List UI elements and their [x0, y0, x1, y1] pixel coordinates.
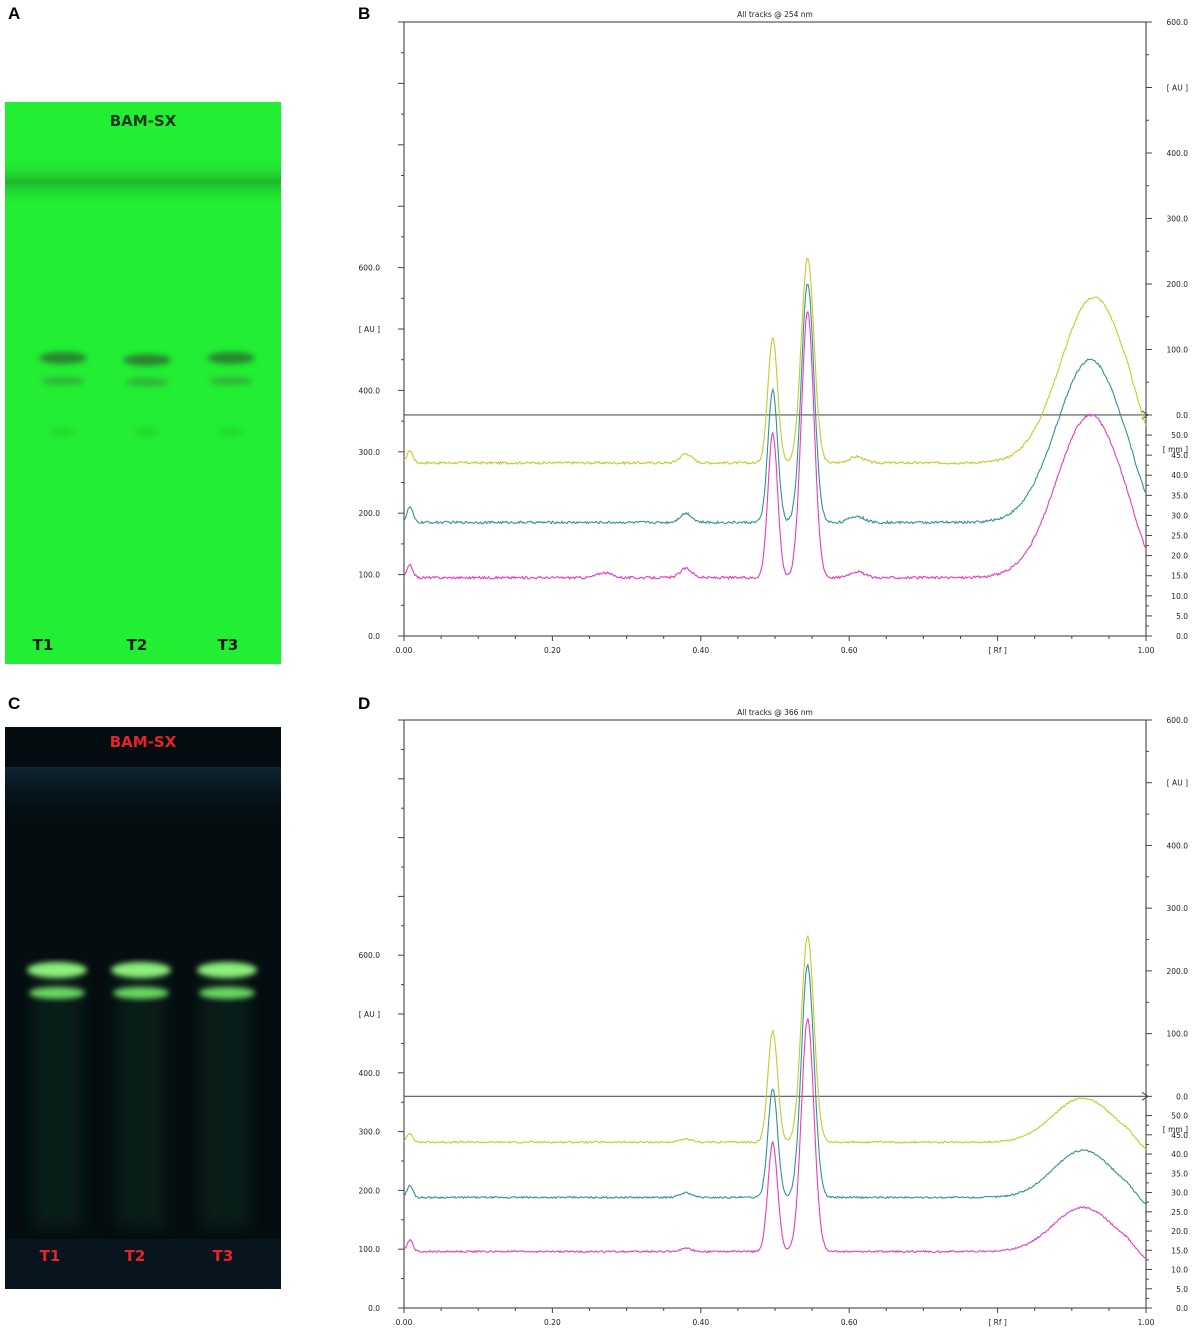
series-line-track-2 [403, 283, 1147, 525]
y2-lower-tick-label: 35.0 [1171, 491, 1188, 500]
y2-lower-tick-label: 35.0 [1171, 1169, 1188, 1178]
y2-upper-tick-label: 600.0 [1167, 18, 1189, 27]
panel-letter-d: D [358, 694, 371, 713]
plate-a-spots [39, 352, 255, 436]
y2-upper-tick-label: 100.0 [1167, 1030, 1189, 1039]
x-tick-label: 1.00 [1138, 646, 1155, 655]
y2-upper-tick-label: 400.0 [1167, 149, 1189, 158]
chart-title: All tracks @ 254 nm [737, 10, 813, 19]
plate-c-lane-t3: T3 [212, 1247, 234, 1265]
lane-trails [33, 977, 249, 1227]
solvent-front-glow [5, 767, 281, 827]
y-tick-label: 600.0 [359, 264, 381, 273]
y-tick-label: 200.0 [359, 1186, 381, 1195]
y-tick-label: 100.0 [359, 571, 381, 580]
plate-a-lane-t1: T1 [32, 636, 54, 654]
plate-c-spots [27, 962, 257, 999]
y2-upper-tick-label: 400.0 [1167, 841, 1189, 850]
y2-lower-tick-label: 45.0 [1171, 451, 1188, 460]
x-tick-label: 0.20 [544, 1318, 561, 1327]
y-tick-label: 600.0 [359, 951, 381, 960]
panel-letter-a: A [8, 4, 21, 23]
series-line-track-3 [403, 1017, 1147, 1260]
y-tick-label: 300.0 [359, 448, 381, 457]
x-tick-label: 0.20 [544, 646, 561, 655]
plate-a-title: BAM-SX [109, 112, 177, 130]
series-line-track-3 [403, 310, 1147, 581]
y2-upper-tick-label: 200.0 [1167, 967, 1189, 976]
y2-lower-tick-label: 5.0 [1176, 1285, 1188, 1294]
y-tick-label: 100.0 [359, 1245, 381, 1254]
y2-lower-tick-label: 30.0 [1171, 511, 1188, 520]
y-tick-label: 200.0 [359, 509, 381, 518]
y2-lower-tick-label: 0.0 [1176, 1304, 1188, 1313]
y-tick-label: 400.0 [359, 386, 381, 395]
x-tick-label: 0.60 [841, 1318, 858, 1327]
y2-lower-tick-label: 40.0 [1171, 471, 1188, 480]
x-tick-label: 0.40 [692, 1318, 709, 1327]
plate-c-bands [5, 767, 281, 1289]
x-tick-label: 0.00 [396, 646, 413, 655]
y2-lower-tick-label: 40.0 [1171, 1150, 1188, 1159]
y2-lower-tick-label: 15.0 [1171, 1246, 1188, 1255]
y2-lower-tick-label: 20.0 [1171, 1227, 1188, 1236]
plate-c-lane-t2: T2 [124, 1247, 146, 1265]
x-tick-label: [ Rf ] [988, 646, 1007, 655]
x-tick-label: [ Rf ] [988, 1318, 1007, 1327]
y2-upper-tick-label: 0.0 [1176, 411, 1188, 420]
series-line-track-1 [403, 934, 1147, 1151]
x-tick-label: 0.60 [841, 646, 858, 655]
y2-lower-tick-label: 45.0 [1171, 1131, 1188, 1140]
plate-a-lane-t2: T2 [126, 636, 148, 654]
y2-lower-tick-label: 30.0 [1171, 1189, 1188, 1198]
y-tick-label: 300.0 [359, 1128, 381, 1137]
y2-lower-tick-label: 15.0 [1171, 572, 1188, 581]
x-tick-label: 0.40 [692, 646, 709, 655]
y2-lower-tick-label: 25.0 [1171, 1208, 1188, 1217]
y2-lower-tick-label: 50.0 [1171, 1112, 1188, 1121]
y2-lower-tick-label: 10.0 [1171, 1266, 1188, 1275]
y-tick-label: 0.0 [368, 632, 380, 641]
y2-lower-tick-label: 0.0 [1176, 632, 1188, 641]
y2-upper-label: [ AU ] [1167, 779, 1188, 788]
series-line-track-2 [403, 962, 1147, 1205]
plate-c-lane-t1: T1 [39, 1247, 61, 1265]
series-line-track-1 [403, 257, 1147, 466]
panel-letter-c: C [8, 694, 21, 713]
y-axis-label: [ AU ] [359, 1010, 380, 1019]
y2-upper-tick-label: 600.0 [1167, 716, 1189, 725]
y2-lower-label: [ mm ] [1163, 1125, 1188, 1134]
y-axis-label: [ AU ] [359, 325, 380, 334]
y2-upper-tick-label: 300.0 [1167, 214, 1189, 223]
plate-a-lane-t3: T3 [217, 636, 239, 654]
chart-title: All tracks @ 366 nm [737, 708, 813, 717]
y2-lower-tick-label: 10.0 [1171, 592, 1188, 601]
y2-upper-tick-label: 200.0 [1167, 280, 1189, 289]
plate-c-title: BAM-SX [109, 733, 177, 751]
y2-lower-tick-label: 25.0 [1171, 532, 1188, 541]
plate-a-bands [5, 157, 281, 436]
y2-upper-label: [ AU ] [1167, 83, 1188, 92]
y-tick-label: 400.0 [359, 1069, 381, 1078]
tlc-plate-254nm: BAM-SX T1 T2 T3 [5, 102, 281, 664]
densitogram-254nm: All tracks @ 254 nm 0.0 100.0 200.0 300.0 400… [359, 10, 1189, 655]
plate-c-origin-band [5, 1239, 281, 1289]
x-tick-label: 1.00 [1138, 1318, 1155, 1327]
x-tick-label: 0.00 [396, 1318, 413, 1327]
y2-upper-tick-label: 300.0 [1167, 904, 1189, 913]
y2-lower-tick-label: 50.0 [1171, 431, 1188, 440]
solvent-front [5, 157, 281, 207]
y2-upper-tick-label: 100.0 [1167, 345, 1189, 354]
y2-lower-label: [ mm ] [1163, 445, 1188, 454]
densitogram-366nm: All tracks @ 366 nm 0.0 100.0 200.0 300.0 400… [359, 708, 1189, 1327]
panel-letter-b: B [358, 4, 371, 23]
y2-lower-tick-label: 5.0 [1176, 612, 1188, 621]
y2-upper-tick-label: 0.0 [1176, 1092, 1188, 1101]
y2-lower-tick-label: 20.0 [1171, 552, 1188, 561]
tlc-plate-366nm: BAM-SX T1 T2 T3 [5, 727, 281, 1289]
y-tick-label: 0.0 [368, 1304, 380, 1313]
